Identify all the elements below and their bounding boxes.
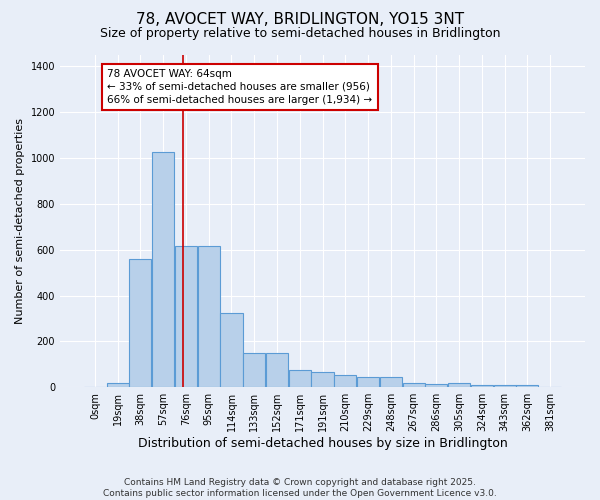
Bar — [311, 372, 334, 387]
Text: 78, AVOCET WAY, BRIDLINGTON, YO15 3NT: 78, AVOCET WAY, BRIDLINGTON, YO15 3NT — [136, 12, 464, 28]
Text: Contains HM Land Registry data © Crown copyright and database right 2025.
Contai: Contains HM Land Registry data © Crown c… — [103, 478, 497, 498]
Bar — [220, 312, 242, 387]
Bar — [243, 353, 265, 387]
Text: Size of property relative to semi-detached houses in Bridlington: Size of property relative to semi-detach… — [100, 28, 500, 40]
Bar — [107, 382, 129, 387]
Bar — [175, 246, 197, 387]
X-axis label: Distribution of semi-detached houses by size in Bridlington: Distribution of semi-detached houses by … — [137, 437, 508, 450]
Bar — [494, 386, 515, 387]
Bar — [425, 384, 448, 387]
Bar — [334, 374, 356, 387]
Bar — [266, 353, 288, 387]
Bar — [517, 386, 538, 387]
Bar — [357, 377, 379, 387]
Text: 78 AVOCET WAY: 64sqm
← 33% of semi-detached houses are smaller (956)
66% of semi: 78 AVOCET WAY: 64sqm ← 33% of semi-detac… — [107, 68, 373, 105]
Bar — [380, 377, 402, 387]
Bar — [152, 152, 174, 387]
Y-axis label: Number of semi-detached properties: Number of semi-detached properties — [15, 118, 25, 324]
Bar — [448, 382, 470, 387]
Bar — [130, 259, 151, 387]
Bar — [403, 382, 425, 387]
Bar — [471, 386, 493, 387]
Bar — [197, 246, 220, 387]
Bar — [289, 370, 311, 387]
